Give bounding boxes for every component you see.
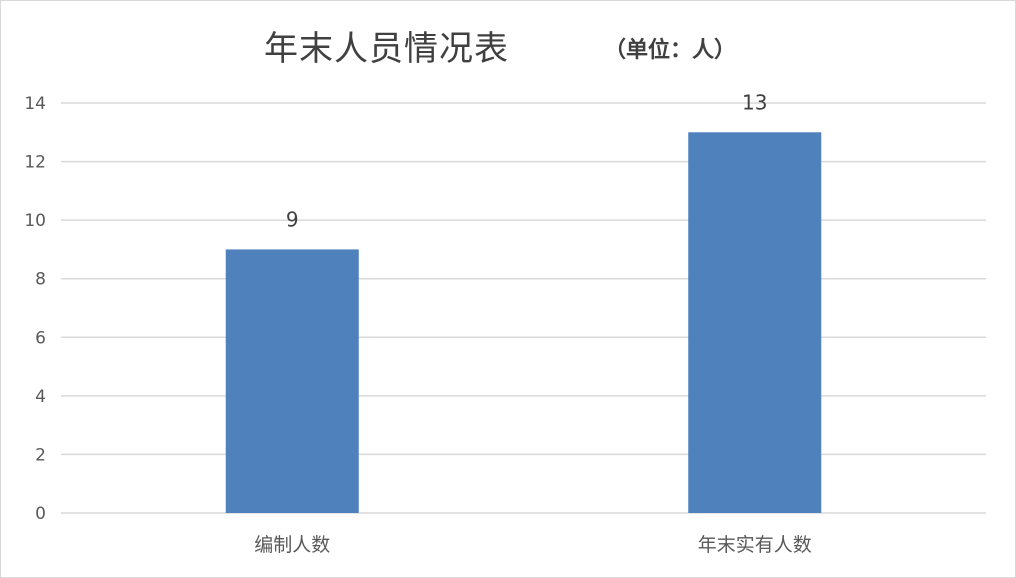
chart-title: 年末人员情况表 [264,29,509,69]
data-label: 13 [742,90,767,114]
y-tick-label: 10 [24,211,46,231]
y-tick-label: 14 [24,94,46,114]
y-tick-label: 12 [24,153,46,173]
y-tick-label: 4 [35,387,46,407]
y-tick-label: 6 [35,328,46,348]
y-tick-label: 0 [35,504,46,524]
data-label: 9 [286,207,299,231]
y-tick-label: 8 [35,270,46,290]
x-category-label: 编制人数 [254,534,330,556]
x-category-label: 年末实有人数 [698,534,812,556]
bar [688,132,822,514]
y-tick-label: 2 [35,445,46,465]
bar [225,249,359,513]
chart-unit: （单位：人） [604,38,737,63]
